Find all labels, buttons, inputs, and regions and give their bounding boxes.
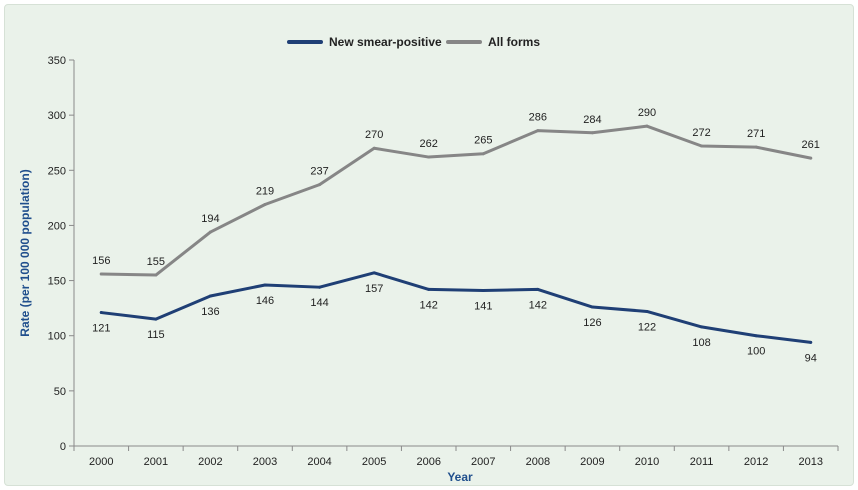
data-label: 286	[529, 112, 547, 124]
data-label: 272	[692, 127, 710, 139]
data-point	[372, 146, 376, 150]
data-point	[427, 155, 431, 159]
x-tick-label: 2013	[798, 456, 822, 468]
y-tick-label: 100	[48, 331, 66, 343]
y-tick-label: 50	[54, 386, 66, 398]
data-point	[481, 152, 485, 156]
data-label: 194	[201, 213, 219, 225]
data-label: 290	[638, 107, 656, 119]
data-label: 284	[583, 114, 601, 126]
data-label: 141	[474, 300, 492, 312]
data-label: 270	[365, 129, 383, 141]
legend-label: All forms	[488, 35, 540, 49]
x-tick-label: 2002	[198, 456, 222, 468]
series-0: 121 115 136 146 144 157 142 141 142 126 122 108 100 9…	[92, 271, 817, 364]
legend-label: New smear-positive	[329, 35, 442, 49]
data-label: 115	[147, 329, 165, 341]
series-layer: 121 115 136 146 144 157 142 141 142 126 122 108 100 9…	[92, 107, 820, 364]
data-point	[154, 317, 158, 321]
series-line	[99, 124, 813, 277]
x-tick-label: 2007	[471, 456, 495, 468]
y-axis-title: Rate (per 100 000 population)	[18, 169, 32, 336]
data-point	[590, 305, 594, 309]
data-point	[427, 287, 431, 291]
data-label: 262	[420, 138, 438, 150]
y-tick-label: 200	[48, 220, 66, 232]
data-point	[318, 183, 322, 187]
x-tick-label: 2012	[744, 456, 768, 468]
data-point	[590, 131, 594, 135]
data-point	[645, 124, 649, 128]
y-tick-label: 250	[48, 165, 66, 177]
data-point	[754, 145, 758, 149]
data-label: 94	[805, 352, 817, 364]
y-axis: 0 50 100 150 200 250 300 350	[48, 55, 75, 453]
data-point	[481, 288, 485, 292]
data-label: 219	[256, 185, 274, 197]
y-tick-label: 0	[60, 441, 66, 453]
data-point	[208, 230, 212, 234]
data-point	[263, 283, 267, 287]
x-tick-label: 2001	[144, 456, 168, 468]
data-label: 261	[802, 139, 820, 151]
data-label: 122	[638, 321, 656, 333]
data-point	[318, 285, 322, 289]
data-point	[99, 272, 103, 276]
data-label: 146	[256, 295, 274, 307]
data-point	[536, 129, 540, 133]
series-line	[99, 271, 813, 344]
x-axis: 2000 2001 2002 2003 2004 2005 2006 2007 2008 2009…	[73, 445, 839, 468]
y-tick-label: 350	[48, 55, 66, 67]
data-label: 156	[92, 255, 110, 267]
data-label: 155	[147, 256, 165, 268]
data-label: 126	[583, 317, 601, 329]
data-label: 108	[692, 337, 710, 349]
data-label: 265	[474, 135, 492, 147]
data-label: 144	[310, 297, 328, 309]
data-point	[645, 309, 649, 313]
chart-frame	[4, 4, 854, 486]
data-point	[700, 144, 704, 148]
data-point	[536, 287, 540, 291]
data-label: 121	[92, 323, 110, 335]
data-point	[263, 202, 267, 206]
x-tick-label: 2005	[362, 456, 386, 468]
data-point	[809, 156, 813, 160]
x-axis-title: Year	[447, 470, 473, 484]
data-point	[154, 273, 158, 277]
x-tick-label: 2011	[690, 456, 714, 468]
x-tick-label: 2000	[89, 456, 113, 468]
x-tick-label: 2008	[526, 456, 550, 468]
data-point	[809, 340, 813, 344]
y-tick-label: 150	[48, 276, 66, 288]
data-label: 100	[747, 346, 765, 358]
x-tick-label: 2006	[416, 456, 440, 468]
data-label: 237	[310, 166, 328, 178]
data-point	[754, 334, 758, 338]
data-label: 157	[365, 283, 383, 295]
series-1: 156 155 194 219 237 270 262 265 286 284 290 272 271 2…	[92, 107, 820, 277]
legend: New smear-positive All forms	[287, 35, 540, 49]
x-tick-label: 2003	[253, 456, 277, 468]
data-point	[372, 271, 376, 275]
x-tick-label: 2004	[307, 456, 331, 468]
data-label: 142	[529, 299, 547, 311]
x-tick-label: 2010	[635, 456, 659, 468]
data-point	[99, 311, 103, 315]
data-label: 142	[420, 299, 438, 311]
y-tick-label: 300	[48, 110, 66, 122]
data-label: 271	[747, 128, 765, 140]
data-point	[700, 325, 704, 329]
data-label: 136	[201, 306, 219, 318]
x-tick-label: 2009	[580, 456, 604, 468]
data-point	[208, 294, 212, 298]
